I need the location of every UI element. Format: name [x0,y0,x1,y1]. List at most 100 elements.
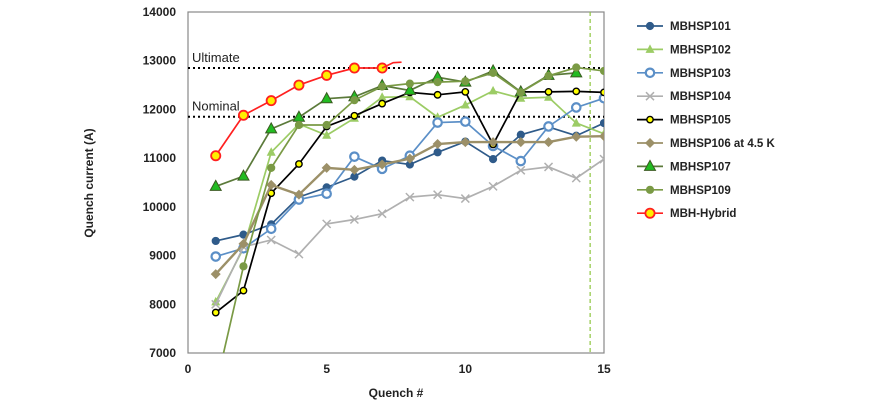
data-point [321,69,333,81]
data-point [460,137,471,148]
x-tick-label: 5 [323,362,330,376]
data-point [239,286,248,295]
data-point [265,95,277,107]
data-point [433,148,442,157]
data-point [294,120,304,130]
legend-label: MBHSP107 [670,161,731,173]
legend-marker [644,67,656,79]
data-point [350,111,359,120]
legend-label: MBHSP103 [670,68,731,80]
data-point [350,96,359,105]
legend-item: MBHSP104 [637,91,731,103]
data-point [209,179,223,191]
series-mbh-hybrid [210,61,402,162]
data-point [349,214,359,225]
data-point [267,163,276,172]
y-tick-label: 11000 [143,151,176,165]
data-point [211,308,220,317]
data-point [322,120,331,130]
data-point [293,79,305,91]
legend-label: MBHSP102 [670,44,731,56]
data-point [292,110,306,122]
data-point [432,139,443,150]
data-point [321,188,332,200]
y-tick-label: 14000 [143,5,177,19]
reference-label-ultimate: Ultimate [192,50,240,65]
legend-item: MBHSP109 [637,185,731,197]
data-point [322,219,332,229]
legend-marker [646,115,654,124]
y-tick-label: 12000 [143,102,177,116]
series-mbhsp109 [222,63,604,353]
data-point [572,63,581,72]
data-point [516,88,525,97]
legend-item: MBHSP103 [637,67,731,80]
data-point [349,164,360,175]
data-point [348,62,360,74]
data-point [432,117,443,128]
legend-marker [645,138,655,148]
data-point [266,179,277,190]
data-point [599,131,604,142]
data-point [488,68,498,77]
y-tick-label: 10000 [143,200,177,214]
data-point [599,118,604,128]
legend-label: MBHSP105 [670,115,731,127]
legend-item: MBHSP102 [637,44,731,56]
data-point [488,137,499,148]
data-point [544,71,553,80]
legend-label: MBHSP109 [670,185,731,197]
data-point [405,192,415,202]
data-point [543,137,554,148]
data-point [237,169,250,181]
data-point [266,235,276,245]
data-point [516,165,526,175]
data-point [543,121,554,132]
plot-frame [187,11,605,354]
data-point [377,92,387,101]
data-point [571,131,582,142]
data-point [320,91,334,104]
data-point [293,189,304,200]
data-point [460,116,471,127]
data-point [295,160,303,168]
data-point [433,90,442,99]
legend-marker [645,185,655,194]
data-point [460,100,470,109]
legend-item: MBHSP107 [637,159,731,173]
data-point [378,99,387,108]
data-point [571,173,581,183]
legend-label: MBHSP106 at 4.5 K [670,138,776,150]
data-point [321,162,332,173]
x-tick-label: 15 [597,362,611,376]
legend-item: MBHSP101 [637,21,731,33]
x-tick-label: 10 [459,362,473,376]
data-point [516,93,526,102]
data-point [378,82,387,91]
data-point [515,137,526,148]
data-point [377,159,388,170]
legend-label: MBHSP101 [670,21,731,33]
data-point [211,299,221,309]
data-point [570,102,582,113]
data-point [210,251,222,262]
data-point [544,92,554,101]
data-point [237,109,249,121]
data-point [405,79,414,88]
data-point [460,194,470,204]
y-tick-label: 13000 [143,54,177,68]
legend-marker [643,159,657,171]
data-point [211,236,220,246]
data-point [600,88,604,97]
data-point [544,162,554,172]
data-point [461,87,470,96]
data-point [322,130,332,139]
x-tick-label: 0 [185,362,192,376]
data-point [571,118,581,127]
data-point [599,66,604,76]
data-point [569,65,583,78]
data-point [404,153,415,164]
data-point [265,223,277,235]
data-point [488,155,498,164]
